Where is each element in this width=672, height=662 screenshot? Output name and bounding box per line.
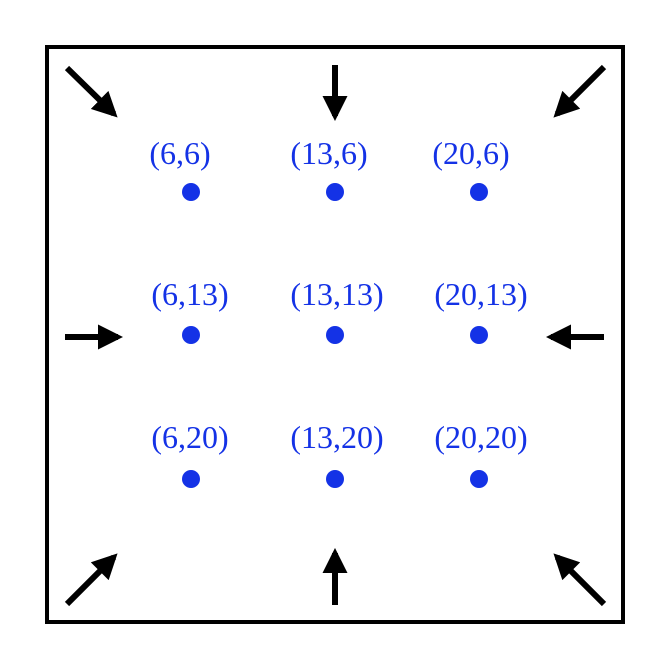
- point-label: (20,13): [434, 276, 527, 312]
- grid-point: [470, 470, 488, 488]
- arrow-up-right-icon: [64, 553, 118, 607]
- grid-point: [182, 326, 200, 344]
- point-label: (20,6): [432, 135, 509, 171]
- point-label: (13,13): [290, 276, 383, 312]
- grid-point: [182, 183, 200, 201]
- arrow-up-left-icon: [553, 553, 607, 607]
- frame-border: [45, 45, 625, 624]
- point-label: (6,6): [149, 135, 210, 171]
- arrow-down-left-icon: [553, 64, 607, 118]
- point-label: (6,20): [151, 419, 228, 455]
- grid-point: [326, 183, 344, 201]
- point-label: (6,13): [151, 276, 228, 312]
- grid-point: [470, 183, 488, 201]
- grid-point: [182, 470, 200, 488]
- point-label: (13,20): [290, 419, 383, 455]
- point-label: (20,20): [434, 419, 527, 455]
- point-label: (13,6): [290, 135, 367, 171]
- grid-point: [326, 470, 344, 488]
- arrow-down-right-icon: [64, 65, 118, 118]
- grid-point: [326, 326, 344, 344]
- grid-point: [470, 326, 488, 344]
